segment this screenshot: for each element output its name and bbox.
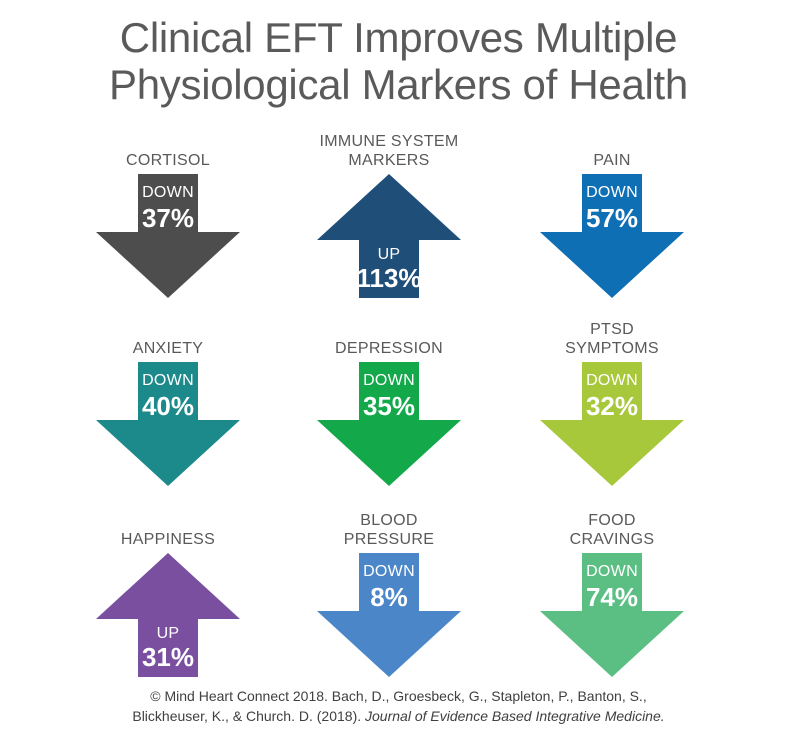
marker-direction: DOWN — [363, 372, 415, 389]
marker-value: 57% — [585, 203, 639, 233]
marker-label-line: FOOD — [588, 512, 636, 529]
marker-direction: DOWN — [142, 372, 194, 389]
page-title: Clinical EFT Improves Multiple Physiolog… — [0, 14, 797, 108]
marker-value: 31% — [141, 642, 195, 672]
marker-direction: UP — [156, 625, 180, 642]
marker-value: 8% — [370, 582, 408, 612]
marker-direction: DOWN — [586, 184, 638, 201]
marker-label-line: MARKERS — [348, 152, 430, 169]
marker-label: FOOD CRAVINGS — [502, 511, 722, 549]
marker-value: 113% — [356, 263, 422, 293]
marker-label: DEPRESSION — [279, 339, 499, 358]
arrow-down-icon — [317, 362, 461, 486]
marker-direction: DOWN — [586, 563, 638, 580]
marker-label: ANXIETY — [58, 339, 278, 358]
marker-label-line: PRESSURE — [343, 531, 435, 548]
marker-direction: DOWN — [142, 184, 194, 201]
marker-pain: PAIN DOWN 57% — [502, 152, 722, 298]
marker-value: 74% — [585, 582, 639, 612]
marker-direction: DOWN — [586, 372, 638, 389]
marker-label: BLOOD PRESSURE — [279, 511, 499, 549]
marker-cortisol: CORTISOL DOWN 37% — [58, 152, 278, 298]
marker-label-line: HAPPINESS — [120, 531, 216, 548]
marker-label-line: CORTISOL — [126, 152, 210, 169]
marker-label: PAIN — [502, 151, 722, 170]
marker-value: 40% — [141, 391, 195, 421]
arrow-down-icon — [317, 553, 461, 677]
arrow-down-icon — [96, 174, 240, 298]
arrow-up-icon — [317, 174, 461, 298]
marker-label-line: IMMUNE SYSTEM — [319, 133, 459, 150]
marker-label: CORTISOL — [58, 151, 278, 170]
marker-label-line: DEPRESSION — [335, 340, 443, 357]
marker-label-line: PTSD — [590, 321, 634, 338]
citation-journal: Journal of Evidence Based Integrative Me… — [365, 708, 665, 724]
marker-label: PTSD SYMPTOMS — [502, 320, 722, 358]
marker-label: IMMUNE SYSTEM MARKERS — [279, 132, 499, 170]
marker-direction: DOWN — [363, 563, 415, 580]
marker-depression: DEPRESSION DOWN 35% — [279, 340, 499, 486]
marker-label: HAPPINESS — [58, 530, 278, 549]
marker-label-line: ANXIETY — [132, 340, 204, 357]
marker-label-line: SYMPTOMS — [565, 340, 659, 357]
citation-authors: Blickheuser, K., & Church. D. (2018). — [132, 708, 362, 724]
arrow-down-icon — [540, 553, 684, 677]
citation-line-1: © Mind Heart Connect 2018. Bach, D., Gro… — [150, 688, 647, 704]
marker-label-line: CRAVINGS — [569, 531, 655, 548]
marker-value: 37% — [141, 203, 195, 233]
marker-label-line: BLOOD — [360, 512, 418, 529]
arrow-up-icon — [96, 553, 240, 677]
marker-direction: UP — [377, 246, 401, 263]
marker-food-cravings: FOOD CRAVINGS DOWN 74% — [502, 512, 722, 677]
marker-value: 35% — [362, 391, 416, 421]
marker-happiness: HAPPINESS UP 31% — [58, 531, 278, 677]
marker-blood-pressure: BLOOD PRESSURE DOWN 8% — [279, 512, 499, 677]
arrow-down-icon — [540, 362, 684, 486]
citation-line-2: Blickheuser, K., & Church. D. (2018). Jo… — [0, 706, 797, 726]
title-line-1: Clinical EFT Improves Multiple — [119, 14, 678, 61]
marker-immune-system-markers: IMMUNE SYSTEM MARKERS UP 113% — [279, 133, 499, 298]
marker-label-line: PAIN — [593, 152, 631, 169]
marker-value: 32% — [585, 391, 639, 421]
citation: © Mind Heart Connect 2018. Bach, D., Gro… — [0, 686, 797, 726]
marker-anxiety: ANXIETY DOWN 40% — [58, 340, 278, 486]
marker-ptsd-symptoms: PTSD SYMPTOMS DOWN 32% — [502, 321, 722, 486]
arrow-down-icon — [96, 362, 240, 486]
arrow-down-icon — [540, 174, 684, 298]
title-line-2: Physiological Markers of Health — [109, 61, 688, 108]
